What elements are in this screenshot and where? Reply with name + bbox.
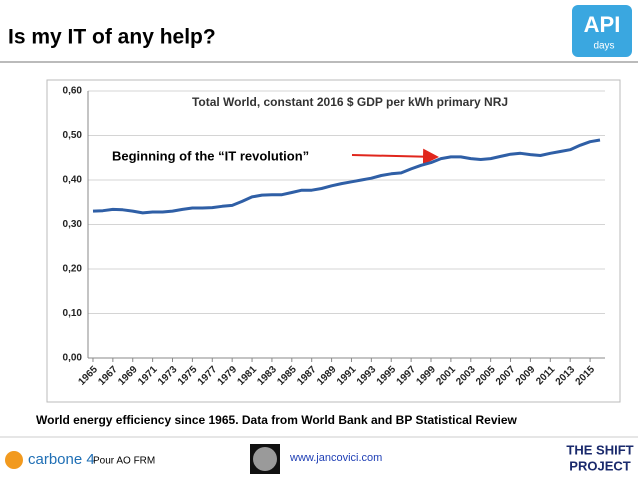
data-line [92,138,601,215]
annotation: Beginning of the “IT revolution” [112,148,309,163]
y-tick-label: 0,00 [63,353,83,364]
moon [253,447,277,471]
footer-note: Pour AO FRM [93,456,155,467]
y-tick-label: 0,50 [63,130,83,141]
y-tick-label: 0,20 [63,264,83,275]
y-tick-label: 0,40 [63,175,83,186]
api-logo-sub: days [593,41,614,52]
slide-title: Is my IT of any help? [8,26,216,49]
shift-logo-1: THE SHIFT [566,442,633,457]
chart-frame [46,79,621,403]
y-tick-label: 0,10 [63,308,83,319]
footer-brand: carbone 4 [28,451,95,468]
y-tick-label: 0,30 [63,219,83,230]
caption: World energy efficiency since 1965. Data… [36,413,517,427]
annotation-arrow [351,148,439,165]
shift-logo-2: PROJECT [569,458,630,473]
api-logo [572,5,632,57]
carbone-logo [5,451,23,469]
footer-url: www.jancovici.com [289,452,382,464]
api-logo-text: API [584,12,621,37]
y-tick-label: 0,60 [63,86,83,97]
chart-title: Total World, constant 2016 $ GDP per kWh… [192,95,508,109]
